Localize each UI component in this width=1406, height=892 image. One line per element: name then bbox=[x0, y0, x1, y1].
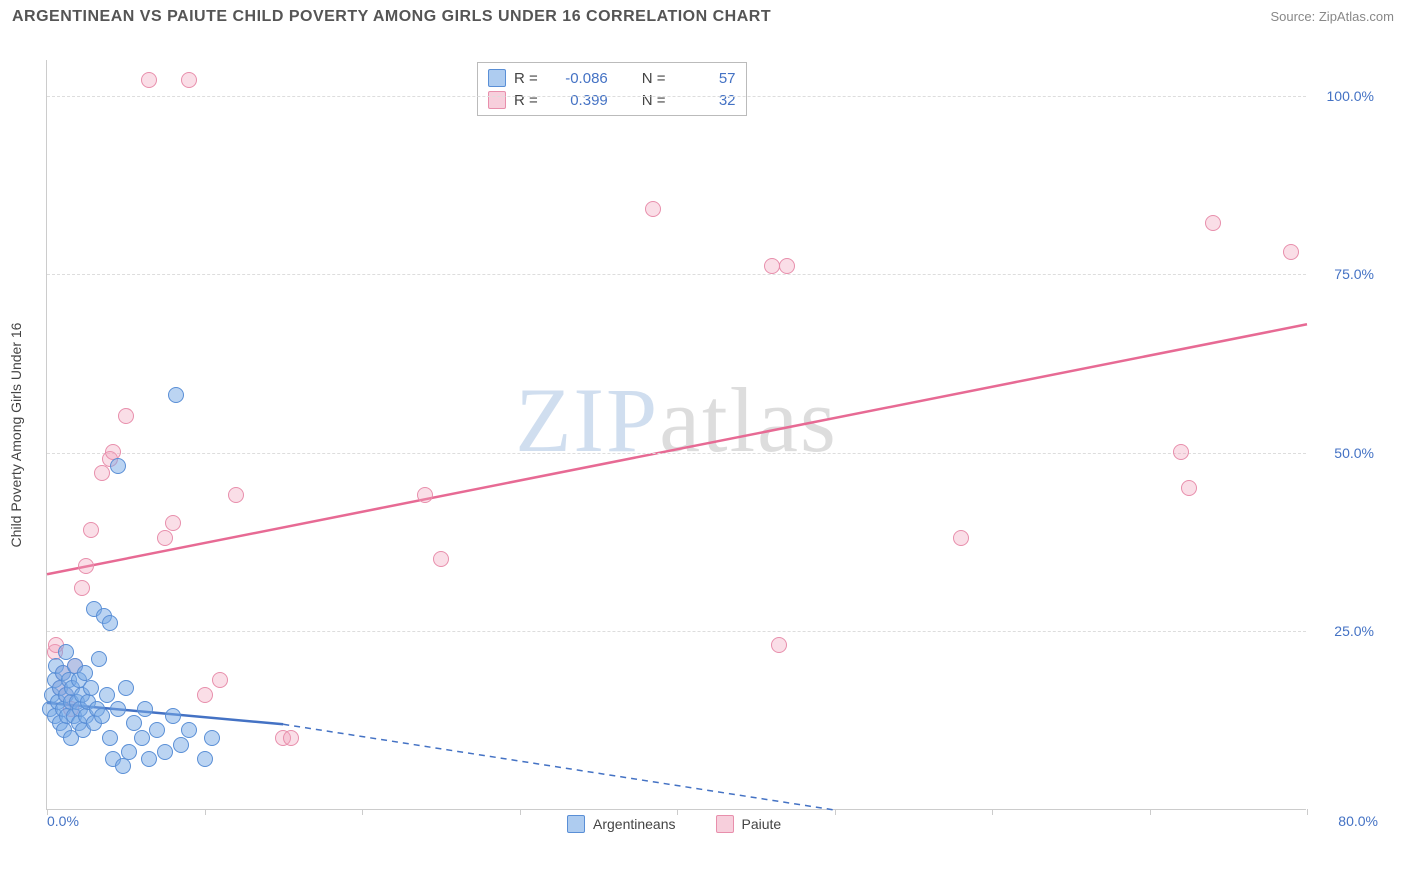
data-point bbox=[141, 72, 157, 88]
x-tick bbox=[1150, 809, 1151, 815]
data-point bbox=[78, 558, 94, 574]
data-point bbox=[764, 258, 780, 274]
scatter-plot: ZIPatlas R = -0.086 N = 57 R = 0.399 N =… bbox=[46, 60, 1306, 810]
swatch-pink-icon bbox=[716, 815, 734, 833]
data-point bbox=[1205, 215, 1221, 231]
swatch-blue-icon bbox=[488, 69, 506, 87]
data-point bbox=[110, 701, 126, 717]
data-point bbox=[118, 680, 134, 696]
gridline bbox=[47, 96, 1306, 97]
data-point bbox=[83, 522, 99, 538]
x-tick bbox=[520, 809, 521, 815]
gridline bbox=[47, 274, 1306, 275]
stats-row-pink: R = 0.399 N = 32 bbox=[488, 89, 736, 111]
data-point bbox=[181, 722, 197, 738]
gridline bbox=[47, 631, 1306, 632]
data-point bbox=[197, 751, 213, 767]
trend-lines bbox=[47, 60, 1307, 810]
data-point bbox=[118, 408, 134, 424]
data-point bbox=[779, 258, 795, 274]
data-point bbox=[99, 687, 115, 703]
x-tick bbox=[677, 809, 678, 815]
data-point bbox=[283, 730, 299, 746]
legend-label: Argentineans bbox=[593, 816, 676, 832]
data-point bbox=[137, 701, 153, 717]
stats-r-label: R = bbox=[514, 92, 538, 109]
stats-n-value: 57 bbox=[674, 70, 736, 87]
data-point bbox=[165, 515, 181, 531]
data-point bbox=[1181, 480, 1197, 496]
trend-line bbox=[47, 324, 1307, 574]
stats-n-label: N = bbox=[642, 70, 666, 87]
y-tick-label: 75.0% bbox=[1334, 266, 1374, 282]
data-point bbox=[121, 744, 137, 760]
x-tick bbox=[1307, 809, 1308, 815]
data-point bbox=[134, 730, 150, 746]
data-point bbox=[91, 651, 107, 667]
chart-area: ZIPatlas R = -0.086 N = 57 R = 0.399 N =… bbox=[46, 60, 1386, 810]
data-point bbox=[433, 551, 449, 567]
data-point bbox=[94, 708, 110, 724]
data-point bbox=[771, 637, 787, 653]
data-point bbox=[141, 751, 157, 767]
stats-legend: R = -0.086 N = 57 R = 0.399 N = 32 bbox=[477, 62, 747, 116]
legend-item-argentineans: Argentineans bbox=[567, 815, 676, 833]
trend-line bbox=[283, 724, 834, 810]
data-point bbox=[157, 530, 173, 546]
x-tick bbox=[47, 809, 48, 815]
x-axis-max-label: 80.0% bbox=[1338, 813, 1378, 829]
chart-title: ARGENTINEAN VS PAIUTE CHILD POVERTY AMON… bbox=[12, 8, 771, 26]
source-attribution: Source: ZipAtlas.com bbox=[1270, 9, 1394, 24]
data-point bbox=[173, 737, 189, 753]
data-point bbox=[115, 758, 131, 774]
gridline bbox=[47, 453, 1306, 454]
data-point bbox=[953, 530, 969, 546]
stats-row-blue: R = -0.086 N = 57 bbox=[488, 67, 736, 89]
data-point bbox=[204, 730, 220, 746]
x-tick bbox=[835, 809, 836, 815]
y-tick-label: 25.0% bbox=[1334, 623, 1374, 639]
data-point bbox=[168, 387, 184, 403]
chart-header: ARGENTINEAN VS PAIUTE CHILD POVERTY AMON… bbox=[0, 0, 1406, 30]
stats-r-value: -0.086 bbox=[546, 70, 608, 87]
data-point bbox=[181, 72, 197, 88]
series-legend: Argentineans Paiute bbox=[567, 815, 781, 833]
data-point bbox=[74, 580, 90, 596]
y-axis-title: Child Poverty Among Girls Under 16 bbox=[8, 323, 24, 548]
data-point bbox=[58, 644, 74, 660]
stats-r-value: 0.399 bbox=[546, 92, 608, 109]
data-point bbox=[197, 687, 213, 703]
swatch-blue-icon bbox=[567, 815, 585, 833]
data-point bbox=[102, 615, 118, 631]
stats-n-label: N = bbox=[642, 92, 666, 109]
source-link[interactable]: ZipAtlas.com bbox=[1319, 9, 1394, 24]
x-axis-min-label: 0.0% bbox=[47, 813, 79, 829]
data-point bbox=[102, 730, 118, 746]
swatch-pink-icon bbox=[488, 91, 506, 109]
legend-item-paiute: Paiute bbox=[716, 815, 782, 833]
x-tick bbox=[992, 809, 993, 815]
y-tick-label: 100.0% bbox=[1327, 88, 1374, 104]
data-point bbox=[157, 744, 173, 760]
data-point bbox=[165, 708, 181, 724]
data-point bbox=[417, 487, 433, 503]
x-tick bbox=[362, 809, 363, 815]
x-tick bbox=[205, 809, 206, 815]
data-point bbox=[149, 722, 165, 738]
data-point bbox=[83, 680, 99, 696]
data-point bbox=[645, 201, 661, 217]
y-tick-label: 50.0% bbox=[1334, 445, 1374, 461]
data-point bbox=[94, 465, 110, 481]
data-point bbox=[1283, 244, 1299, 260]
legend-label: Paiute bbox=[742, 816, 782, 832]
data-point bbox=[212, 672, 228, 688]
stats-n-value: 32 bbox=[674, 92, 736, 109]
stats-r-label: R = bbox=[514, 70, 538, 87]
data-point bbox=[1173, 444, 1189, 460]
data-point bbox=[110, 458, 126, 474]
data-point bbox=[228, 487, 244, 503]
source-prefix: Source: bbox=[1270, 9, 1318, 24]
